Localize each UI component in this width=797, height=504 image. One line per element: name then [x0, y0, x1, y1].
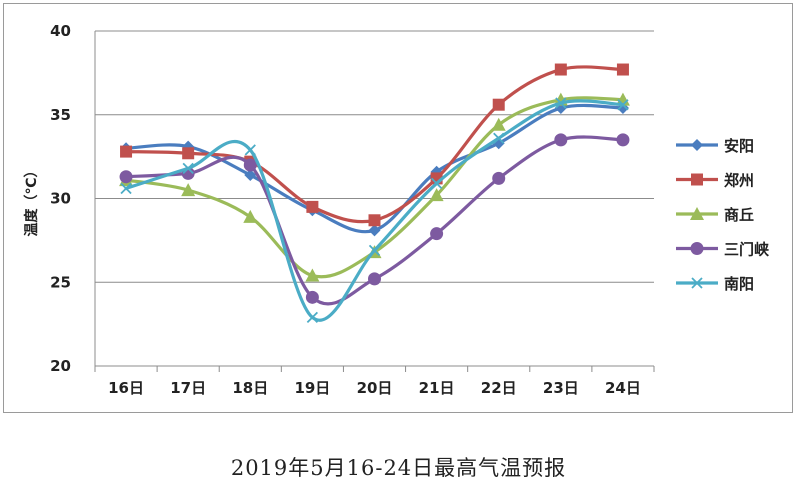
data-point: [305, 290, 319, 304]
data-point: [368, 272, 381, 286]
series-line: [124, 135, 625, 306]
legend-marker: [690, 242, 704, 255]
x-tick-label: 19日: [294, 379, 330, 397]
gridlines: [95, 30, 654, 367]
data-point: [120, 145, 133, 158]
data-point: [182, 147, 195, 160]
data-point: [616, 63, 629, 76]
data-point: [120, 182, 132, 195]
data-point: [368, 224, 381, 237]
data-point: [181, 183, 196, 197]
legend-label: 郑州: [724, 172, 754, 190]
data-point: [430, 177, 443, 190]
x-tick-label: 22日: [481, 379, 517, 397]
axes: 20 25 30 35 40 16日 17日 18日 19日 20日 21日 22日 23日 24日: [50, 22, 655, 397]
legend-label: 安阳: [724, 137, 754, 155]
data-point: [554, 63, 567, 76]
data-point: [617, 99, 629, 111]
y-tick-label: 40: [50, 22, 71, 40]
legend-label: 商丘: [724, 206, 754, 224]
data-point: [492, 98, 505, 111]
x-tick-label: 24日: [605, 379, 641, 397]
data-point: [119, 170, 133, 184]
x-tick-label: 17日: [170, 379, 206, 397]
legend-item: 三门峡: [676, 241, 770, 259]
y-tick-label: 25: [50, 273, 71, 291]
legend-item: 安阳: [676, 137, 754, 155]
legend-item: 郑州: [676, 172, 754, 190]
data-point: [430, 227, 444, 241]
series-line: [124, 99, 625, 322]
x-tick-label: 20日: [357, 379, 393, 397]
x-tick-label: 23日: [543, 379, 579, 397]
y-tick-label: 30: [50, 190, 71, 208]
data-point: [244, 169, 257, 182]
data-point: [368, 244, 381, 257]
legend-label: 三门峡: [724, 241, 770, 259]
legend-item: 商丘: [676, 206, 754, 224]
x-tick-label: 16日: [108, 379, 144, 397]
data-point: [244, 144, 256, 156]
x-tick-label: 21日: [419, 379, 455, 397]
data-point: [492, 171, 506, 185]
series-1: [120, 63, 629, 227]
legend-marker: [690, 207, 704, 220]
x-tick-label: 18日: [232, 379, 268, 397]
data-point: [555, 97, 567, 109]
line-chart: 20 25 30 35 40 16日 17日 18日 19日 20日 21日 22日 23日 24日 安阳…: [23, 22, 770, 397]
legend-label: 南阳: [724, 275, 754, 293]
data-point: [491, 117, 506, 131]
legend-marker: [691, 173, 703, 186]
series-4: [120, 97, 629, 324]
data-point: [429, 188, 444, 202]
chart-caption: 2019年5月16-24日最高气温预报: [230, 456, 567, 480]
data-point: [554, 133, 568, 147]
chart-frame: 20 25 30 35 40 16日 17日 18日 19日 20日 21日 22日 23日 24日 安阳…: [3, 3, 793, 413]
legend-marker: [691, 277, 703, 289]
data-point: [493, 132, 505, 144]
series-2: [119, 92, 630, 282]
legend-item: 南阳: [676, 275, 754, 293]
data-point: [616, 133, 630, 147]
data-point: [368, 214, 381, 227]
data-point: [182, 162, 194, 174]
series-layer: [119, 63, 630, 324]
data-point: [243, 158, 257, 172]
y-axis-title: 温度（℃）: [23, 164, 40, 237]
data-point: [243, 209, 258, 223]
legend-marker: [691, 139, 703, 151]
data-point: [305, 268, 320, 282]
data-point: [306, 311, 319, 324]
data-point: [306, 200, 319, 213]
y-tick-label: 20: [50, 357, 71, 375]
y-tick-label: 35: [50, 106, 71, 124]
